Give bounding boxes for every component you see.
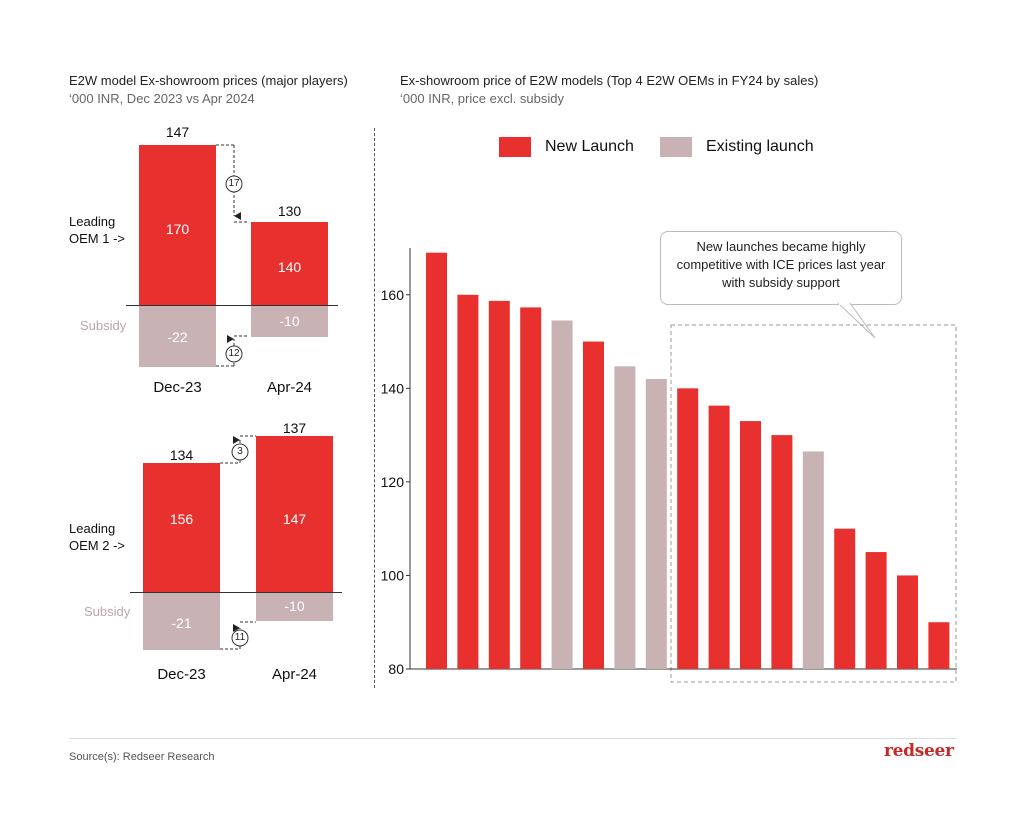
oem1-dec-category: Dec-23 xyxy=(153,379,202,396)
oem1-apr-subsidy-bar xyxy=(251,306,328,337)
oem1-dec-subsidy-value: -22 xyxy=(167,329,188,345)
y-tick-label: 80 xyxy=(388,661,404,677)
oem2-label-line2: OEM 2 -> xyxy=(69,538,125,553)
price-bar xyxy=(520,307,542,669)
right-chart-subtitle: ‘000 INR, price excl. subsidy xyxy=(400,91,565,106)
oem2-apr-subsidy-bar xyxy=(256,593,333,621)
price-bar xyxy=(740,421,761,669)
oem1-apr-category: Apr-24 xyxy=(266,379,313,396)
price-bar xyxy=(551,320,573,669)
oem2-bottom-diff: 11 xyxy=(234,632,246,643)
legend-label-new-launch: New Launch xyxy=(545,138,634,155)
oem1-apr-subsidy-value: -10 xyxy=(279,313,300,329)
y-tick-label: 120 xyxy=(381,474,405,490)
oem1-difference-arrows xyxy=(216,144,248,367)
oem2-dec-price-label: 156 xyxy=(169,511,194,527)
price-bar xyxy=(583,341,604,669)
oem1-apr-price-label: 140 xyxy=(277,259,302,275)
price-bar xyxy=(834,528,856,669)
oem1-dec-total: 147 xyxy=(165,124,190,140)
oem1-baseline xyxy=(126,305,338,306)
oem2-label-line1: Leading xyxy=(69,521,116,536)
oem2-apr-total: 137 xyxy=(282,420,307,436)
oem2-apr-subsidy-value: -10 xyxy=(284,598,305,614)
brand-logo: redseer xyxy=(884,741,954,761)
price-bar xyxy=(457,294,479,669)
oem2-apr-price-label: 147 xyxy=(282,511,307,527)
oem1-dec-subsidy-bar xyxy=(139,306,216,367)
oem2-subsidy-label: Subsidy xyxy=(84,604,131,619)
y-tick-label: 160 xyxy=(381,287,405,303)
oem1-top-diff: 17 xyxy=(228,178,240,189)
oem2-dec-subsidy-bar xyxy=(143,593,220,650)
price-bar xyxy=(928,622,950,669)
price-bar xyxy=(771,435,793,669)
y-tick-label: 100 xyxy=(381,567,405,583)
oem2-top-diff: 3 xyxy=(237,446,243,457)
panel-divider xyxy=(374,128,375,688)
legend-swatch-existing-launch xyxy=(660,137,692,157)
price-bar xyxy=(426,252,447,669)
legend-swatch-new-launch xyxy=(499,137,531,157)
price-bar xyxy=(897,575,918,669)
price-bar xyxy=(677,388,699,669)
oem2-dec-subsidy-value: -21 xyxy=(171,615,192,631)
oem1-label: Leading OEM 1 -> xyxy=(69,213,125,247)
oem1-label-line2: OEM 1 -> xyxy=(69,231,125,246)
oem1-apr-price-bar xyxy=(251,222,328,306)
oem2-apr-price-bar xyxy=(256,436,333,593)
oem1-dec-price-bar xyxy=(139,145,216,306)
oem2-dec-price-bar xyxy=(143,463,220,593)
highlight-box xyxy=(670,324,957,683)
oem2-difference-arrows xyxy=(220,435,256,650)
oem1-subsidy-label: Subsidy xyxy=(80,318,127,333)
oem1-apr-total: 130 xyxy=(277,203,302,219)
left-chart-subtitle: ‘000 INR, Dec 2023 vs Apr 2024 xyxy=(69,91,255,106)
callout-box: New launches became highly competitive w… xyxy=(660,231,902,305)
oem2-baseline xyxy=(130,592,342,593)
oem1-dec-price-label: 170 xyxy=(165,221,190,237)
oem1-bottom-diff: 12 xyxy=(228,348,240,359)
oem1-label-line1: Leading xyxy=(69,214,116,229)
oem2-dec-total: 134 xyxy=(169,447,194,463)
oem2-apr-category: Apr-24 xyxy=(271,666,318,683)
price-bar xyxy=(865,552,887,669)
callout-pointer xyxy=(837,303,876,339)
y-tick-label: 140 xyxy=(381,380,405,396)
left-chart-title: E2W model Ex-showroom prices (major play… xyxy=(69,73,348,88)
price-bar xyxy=(614,366,636,669)
price-bar xyxy=(488,300,510,669)
legend-label-existing-launch: Existing launch xyxy=(706,138,814,155)
source-text: Source(s): Redseer Research xyxy=(69,751,215,763)
price-bar xyxy=(802,451,824,669)
price-bar xyxy=(645,378,667,669)
oem2-label: Leading OEM 2 -> xyxy=(69,520,125,554)
footer-divider xyxy=(69,738,957,739)
price-bar xyxy=(708,405,730,669)
oem2-dec-category: Dec-23 xyxy=(157,666,206,683)
right-chart-title: Ex-showroom price of E2W models (Top 4 E… xyxy=(400,73,819,88)
